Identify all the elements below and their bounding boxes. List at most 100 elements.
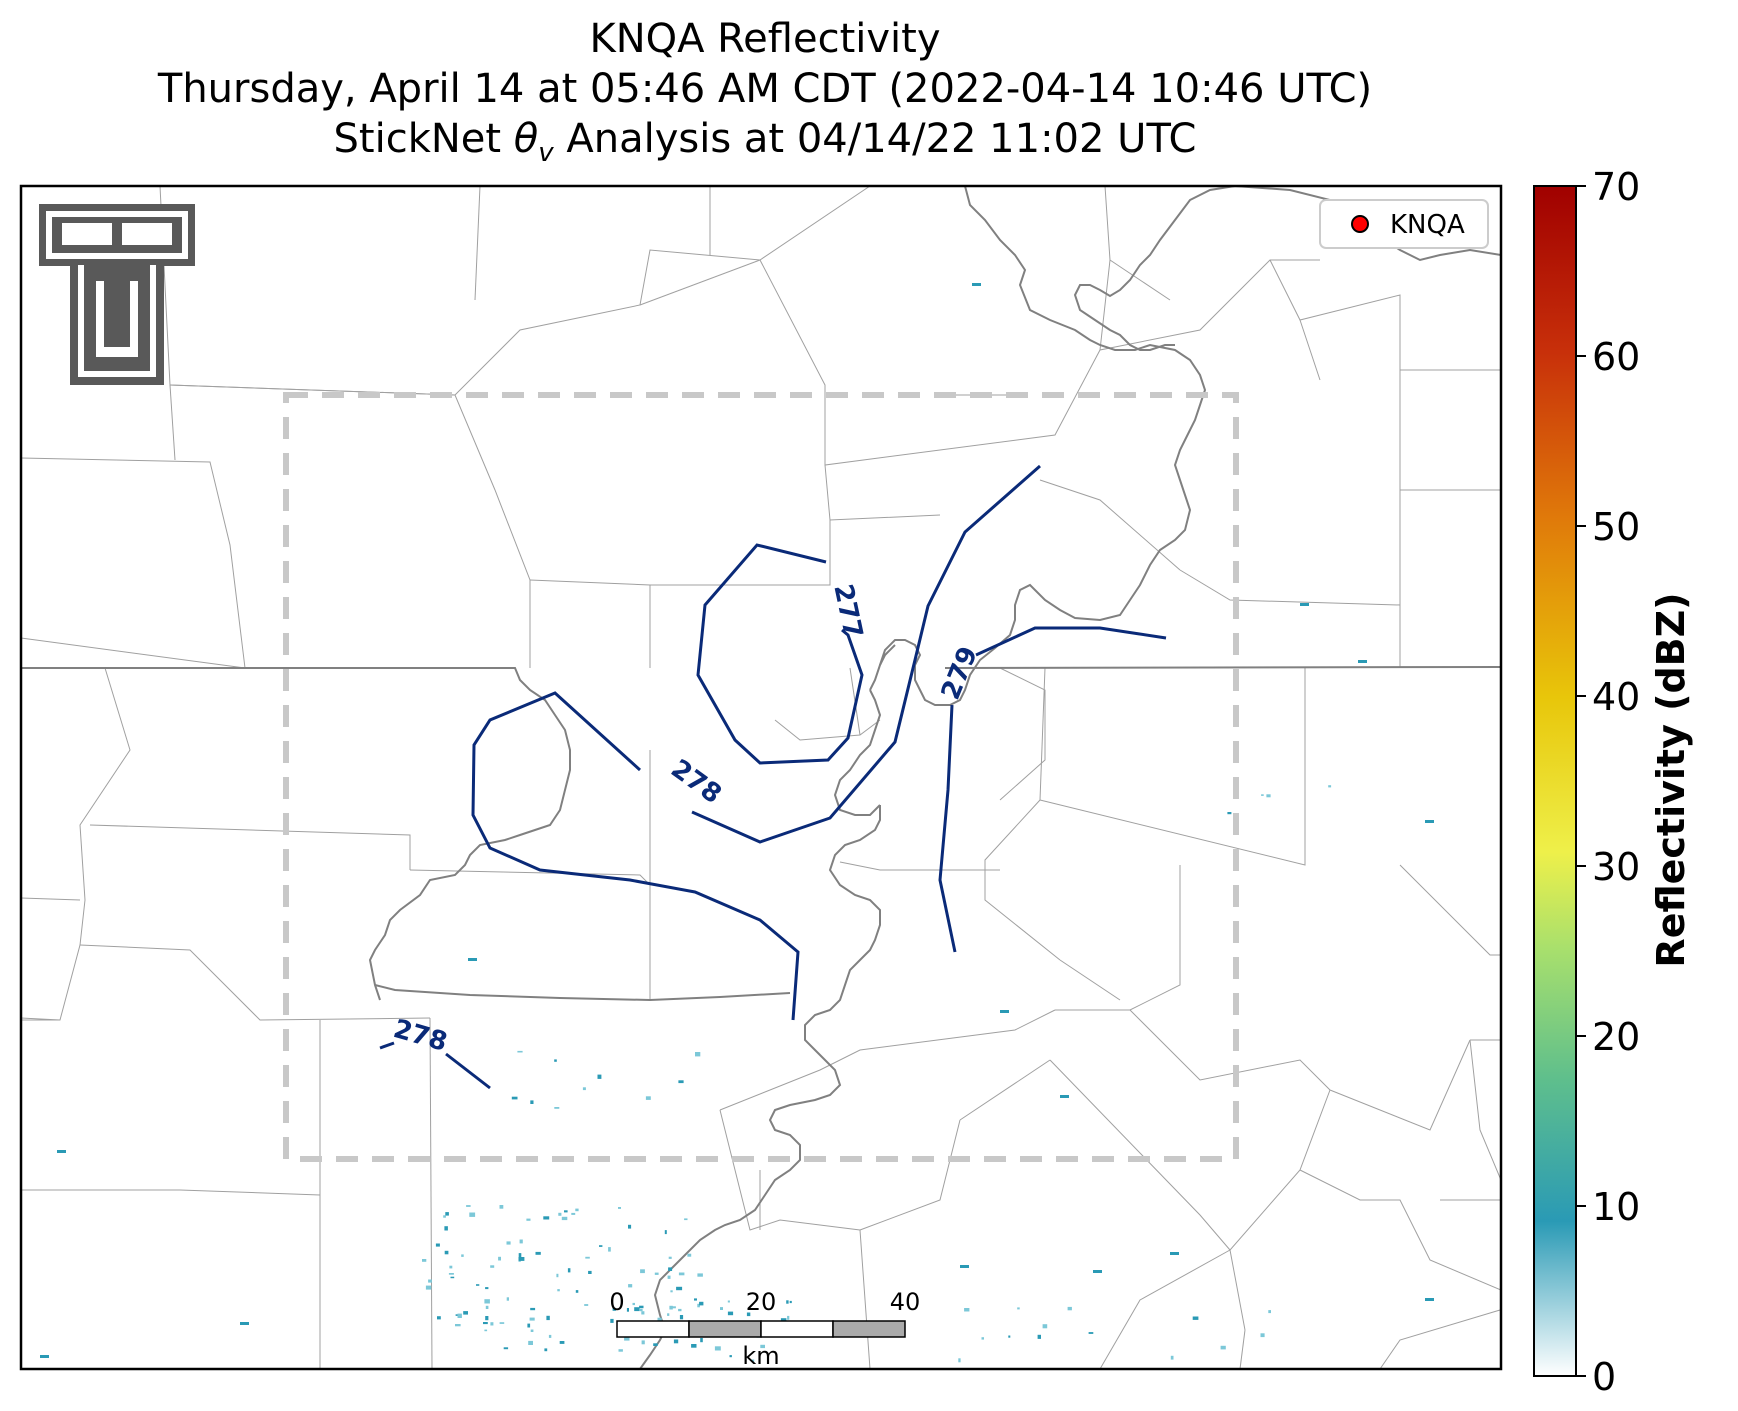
echo-pixel — [640, 1269, 645, 1274]
echo-pixel — [558, 1212, 562, 1216]
echo-pixel — [490, 1265, 495, 1268]
echo-pixel — [1300, 603, 1309, 606]
echo-pixel — [612, 1307, 616, 1311]
contour-278-main — [471, 691, 800, 1021]
colorbar: 0 10 20 30 40 50 60 70 Reflectivity (dBZ) — [1533, 165, 1693, 1399]
echo-pixel — [668, 1256, 672, 1259]
contour-278-east — [691, 464, 1041, 844]
theta-v-contours — [379, 464, 1167, 1090]
echo-pixel — [657, 1317, 662, 1322]
echo-pixel — [528, 1340, 533, 1345]
echo-pixel — [694, 1298, 697, 1301]
echo-pixel — [503, 1347, 509, 1350]
echo-pixel — [780, 1318, 787, 1322]
echo-pixel — [1266, 794, 1271, 798]
echo-pixel — [628, 1284, 633, 1288]
echo-pixel — [1261, 794, 1264, 796]
echo-pixel — [455, 1324, 461, 1327]
echo-pixel — [584, 1304, 589, 1306]
echo-pixel — [437, 1316, 441, 1320]
echo-pixel — [485, 1305, 489, 1309]
scale-bar: 0 20 40 km — [609, 1288, 920, 1370]
echo-pixel — [428, 1279, 432, 1283]
echo-pixel — [981, 1337, 984, 1340]
echo-pixel — [786, 1300, 789, 1304]
echo-pixel — [684, 1218, 688, 1221]
analysis-domain-box — [283, 392, 1239, 1162]
echo-pixel — [529, 1317, 535, 1321]
echo-pixel — [1067, 1306, 1072, 1311]
echo-pixel — [618, 1349, 623, 1352]
echo-pixel — [519, 1239, 523, 1244]
echo-pixel — [445, 1212, 449, 1216]
echo-pixel — [526, 1218, 531, 1221]
echo-pixel — [641, 1340, 645, 1345]
echo-pixel — [670, 1290, 673, 1293]
echo-pixel — [561, 1216, 568, 1221]
echo-pixel — [564, 1210, 568, 1213]
echo-pixel — [469, 1212, 476, 1217]
echo-pixel — [567, 1268, 571, 1273]
echo-pixel — [641, 1311, 645, 1315]
echo-pixel — [634, 1307, 640, 1312]
echo-pixel — [1425, 820, 1434, 823]
echo-pixel — [1358, 660, 1367, 663]
echo-pixel — [787, 1315, 790, 1320]
echo-pixel — [506, 1241, 511, 1245]
reflectivity-echoes — [40, 283, 1434, 1363]
echo-pixel — [575, 1208, 579, 1212]
echo-pixel — [485, 1287, 489, 1290]
echo-pixel — [608, 1247, 611, 1252]
echo-pixel — [1227, 812, 1232, 815]
echo-pixel — [543, 1216, 550, 1220]
echo-pixel — [639, 1308, 643, 1312]
echo-pixel — [571, 1212, 576, 1215]
map-legend: KNQA — [1319, 199, 1489, 249]
echo-pixel — [485, 1316, 489, 1321]
echo-pixel — [499, 1205, 504, 1209]
echo-pixel — [554, 1059, 557, 1062]
colorbar-tick-label: 30 — [1592, 845, 1640, 889]
echo-pixel — [483, 1322, 488, 1325]
echo-pixel — [443, 1215, 446, 1218]
contour-277 — [696, 543, 864, 765]
colorbar-tick-label: 50 — [1592, 505, 1640, 549]
map-title: KNQA Reflectivity — [589, 16, 941, 62]
echo-pixel — [463, 1311, 468, 1315]
echo-pixel — [714, 1346, 721, 1351]
contour-278-sw-b — [445, 1052, 491, 1090]
echo-pixel — [527, 1323, 531, 1328]
echo-pixel — [673, 1339, 679, 1344]
colorbar-tick-label: 0 — [1592, 1355, 1616, 1399]
echo-pixel — [1170, 1252, 1179, 1255]
echo-pixel — [1328, 785, 1332, 788]
echo-pixel — [554, 1107, 560, 1109]
echo-pixel — [664, 1230, 667, 1235]
echo-pixel — [557, 1289, 560, 1292]
echo-pixel — [461, 1254, 464, 1257]
echo-pixel — [599, 1245, 603, 1247]
echo-pixel — [669, 1305, 673, 1310]
scale-tick-40: 40 — [890, 1288, 921, 1316]
echo-pixel — [760, 1344, 765, 1349]
scale-tick-20: 20 — [746, 1288, 777, 1316]
colorbar-tick-label: 10 — [1592, 1185, 1640, 1229]
scale-tick-0: 0 — [609, 1288, 624, 1316]
scale-unit: km — [742, 1342, 779, 1370]
echo-pixel — [448, 1273, 454, 1275]
echo-pixel — [667, 1275, 671, 1279]
echo-pixel — [972, 283, 981, 286]
echo-pixel — [1088, 1332, 1094, 1334]
echo-pixel — [695, 1052, 701, 1057]
echo-pixel — [727, 1300, 730, 1303]
echo-pixel — [729, 1355, 732, 1358]
echo-pixel — [699, 1301, 704, 1306]
echo-pixel — [618, 1207, 621, 1209]
echo-pixel — [727, 1311, 734, 1316]
echo-pixel — [484, 1299, 490, 1304]
county-lines — [21, 186, 1501, 1369]
echo-pixel — [425, 1285, 432, 1290]
echo-pixel — [530, 1307, 536, 1311]
echo-pixel — [490, 1322, 494, 1326]
colorbar-label: Reflectivity (dBZ) — [1649, 592, 1693, 967]
